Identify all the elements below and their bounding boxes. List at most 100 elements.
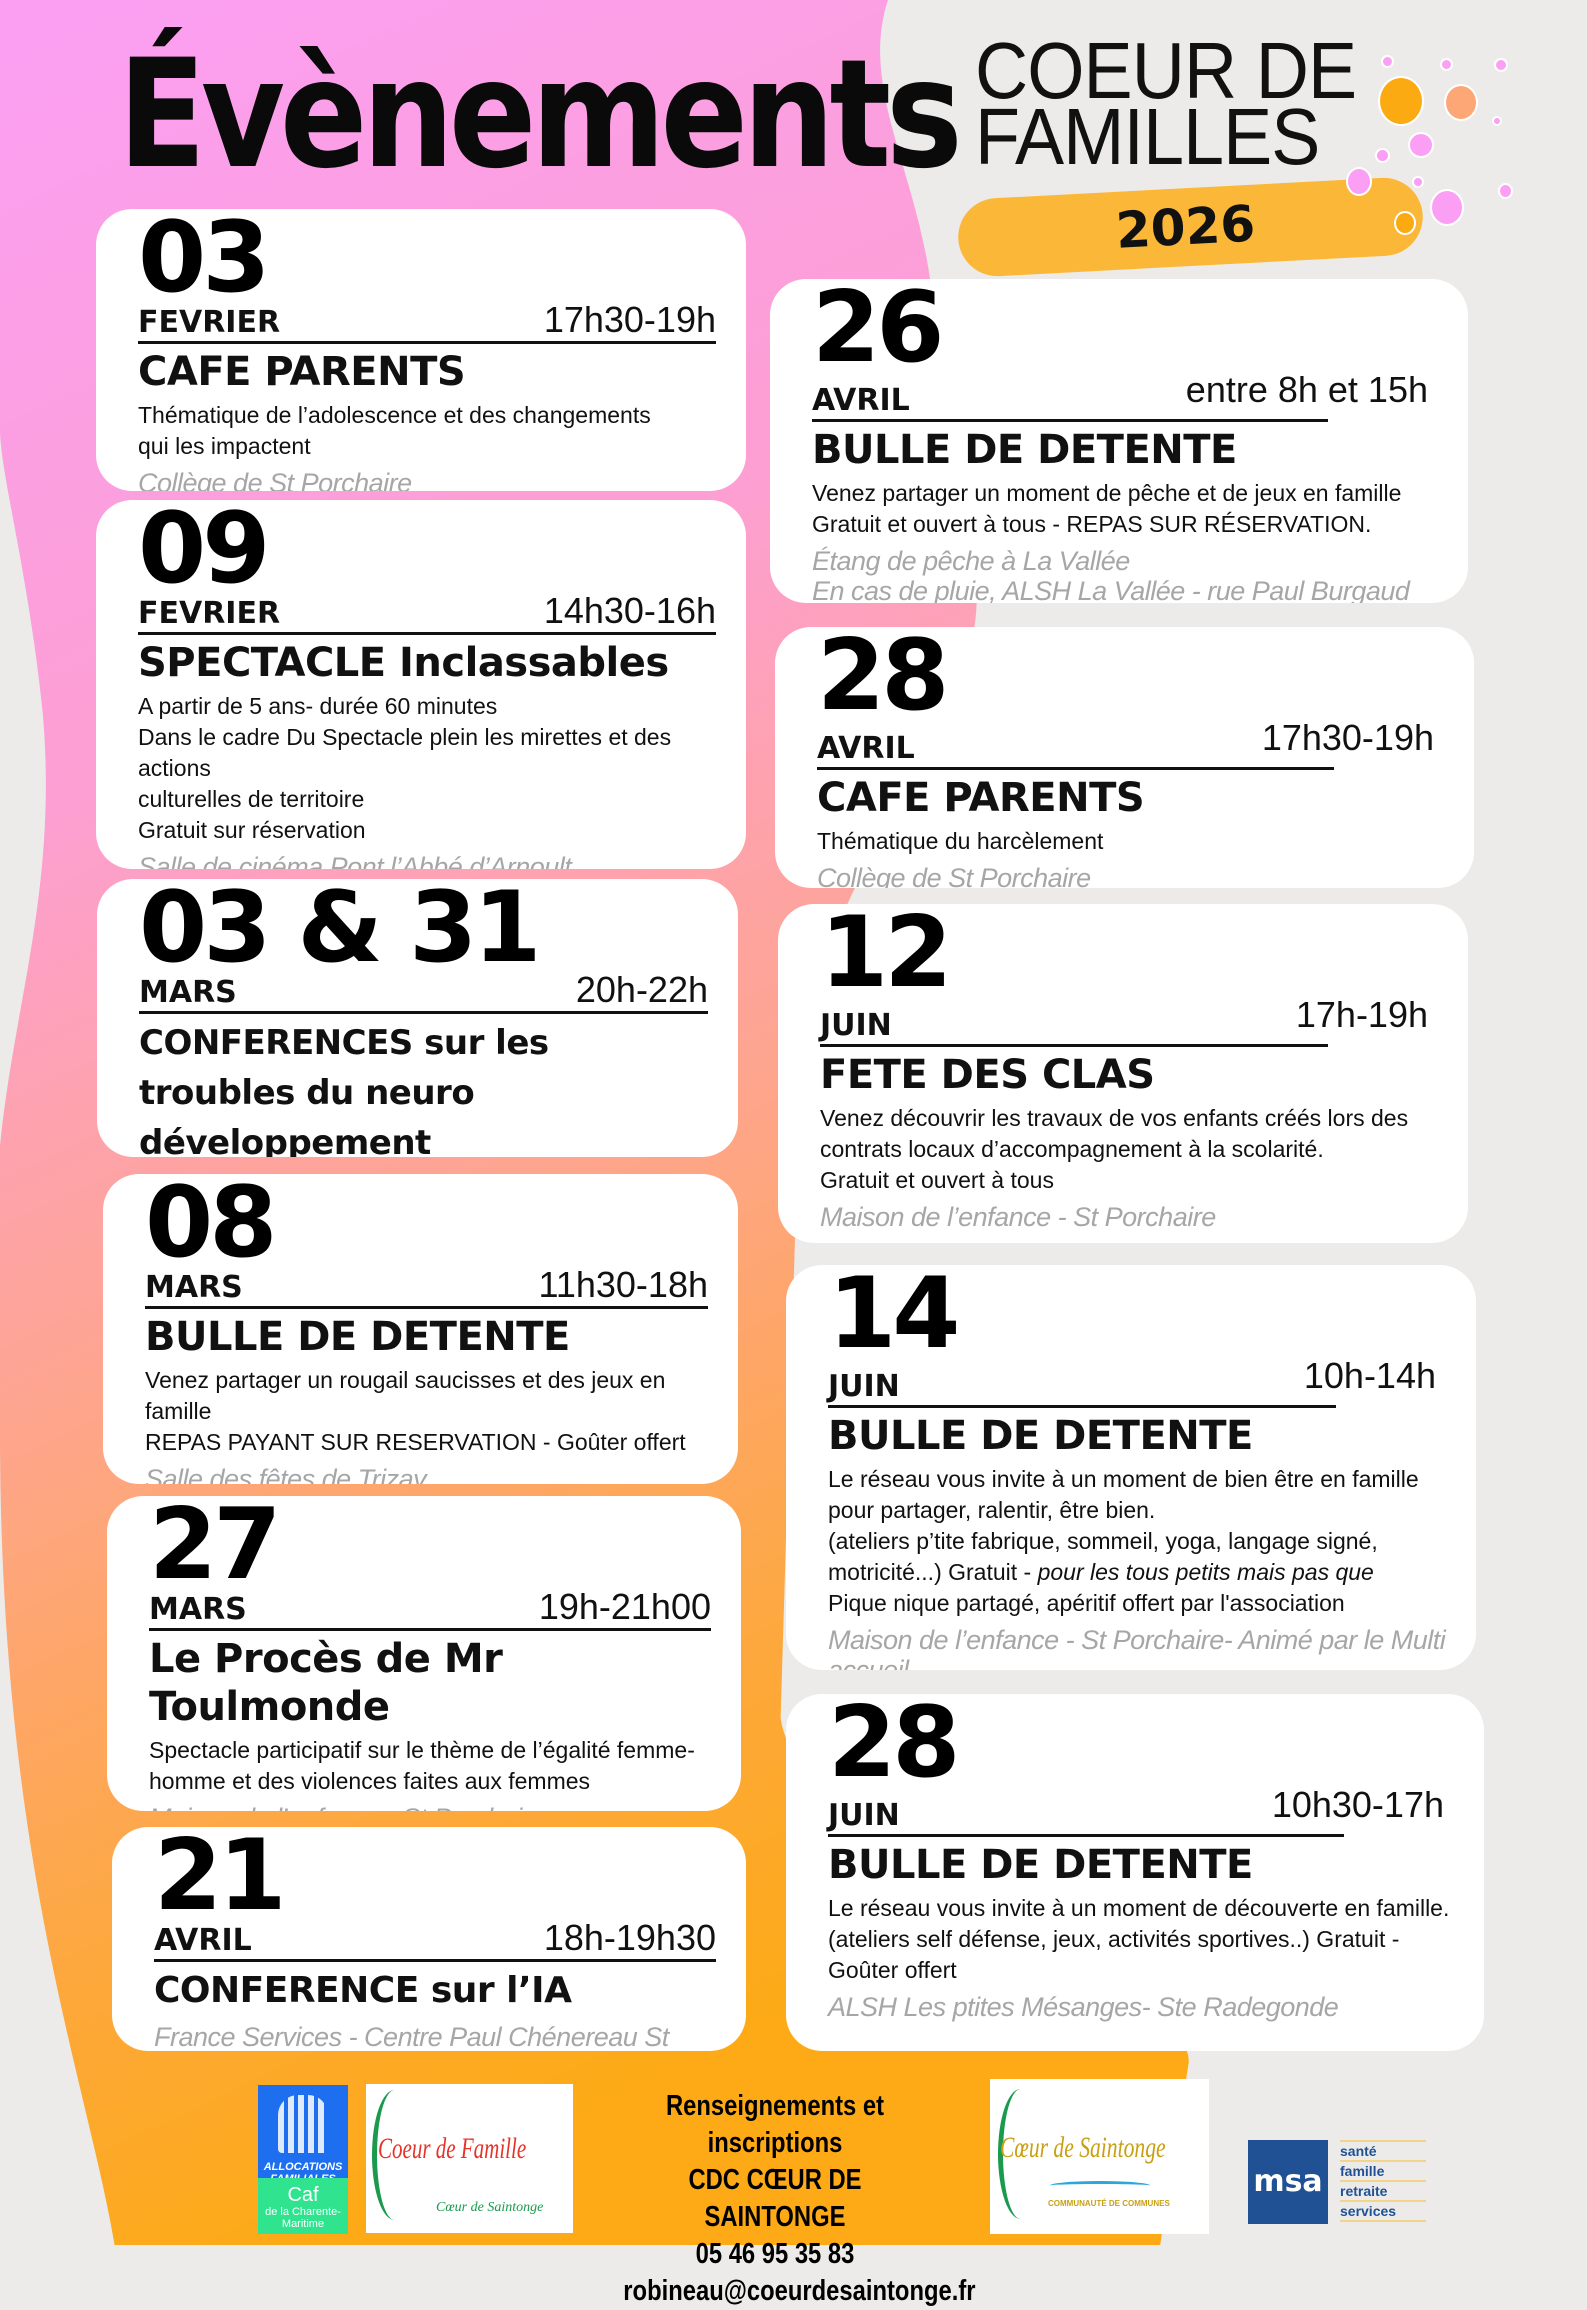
description-line: (ateliers self défense, jeux, activités … (828, 1926, 1400, 1952)
event-time: 11h30-18h (538, 1264, 709, 1305)
event-time: 10h30-17h (1271, 1784, 1444, 1825)
location-line: Étang de pêche à La Vallée (812, 546, 1130, 576)
contact-phone[interactable]: 05 46 95 35 83 (695, 2238, 855, 2270)
event-title: BULLE DE DETENTE (828, 1842, 1253, 1888)
event-location: Maison de l’enfance - St Porchaire- Anim… (828, 1625, 1446, 1670)
event-date-row: AVRIL 17h30-19h (817, 719, 1434, 770)
event-month: MARS (139, 975, 237, 1010)
event-card: 28 JUIN 10h30-17h BULLE DE DETENTE Le réseau… (786, 1694, 1484, 2051)
msa-logo: msa santé famille retraite services (1248, 2140, 1428, 2224)
event-location: Collège de St Porchaire (138, 468, 716, 491)
bubble-icon (1381, 55, 1394, 68)
description-line: culturelles de territoire (138, 786, 365, 812)
description-line: Venez découvrir les travaux de vos enfan… (820, 1105, 1409, 1131)
event-card: 26 AVRIL entre 8h et 15h BULLE DE DETENTE Ve… (770, 279, 1468, 603)
coeur-de-famille-script: Coeur de Famille (378, 2132, 527, 2165)
event-day: 12 (820, 904, 952, 1010)
bubble-icon (1492, 116, 1502, 126)
caf-line-4: de la Charente- (265, 2206, 341, 2218)
description-italic: pour les tous petits mais pas que (1037, 1559, 1374, 1585)
event-title: SPECTACLE Inclassables (138, 640, 669, 686)
event-location: Maison de l’enfance - St Porchaire (149, 1803, 711, 1811)
event-location: Salle des fêtes de Trizay (145, 1464, 708, 1484)
event-date-row: AVRIL entre 8h et 15h (812, 371, 1428, 422)
event-time: 19h-21h00 (538, 1586, 711, 1627)
event-date-row: FEVRIER 17h30-19h (138, 301, 716, 344)
caf-line-1: ALLOCATIONS (263, 2161, 343, 2173)
msa-item: services (1340, 2202, 1426, 2222)
event-date-row: FEVRIER 14h30-16h (138, 592, 716, 635)
bubble-icon (1375, 148, 1390, 163)
description-line: Le réseau vous invite à un moment de bie… (828, 1466, 1419, 1492)
event-time: 17h-19h (1295, 994, 1428, 1035)
description-line: REPAS PAYANT SUR RESERVATION - Goûter of… (145, 1429, 686, 1455)
description-line: pour partager, ralentir, être bien. (828, 1497, 1156, 1523)
event-day: 09 (138, 500, 270, 606)
description-line: Gratuit sur réservation (138, 817, 366, 843)
event-date-row: AVRIL 18h-19h30 (154, 1919, 716, 1962)
event-description: Venez partager un moment de pêche et de … (812, 478, 1438, 540)
event-card: 09 FEVRIER 14h30-16h SPECTACLE Inclassables… (96, 500, 746, 869)
event-location: Salle de cinéma Pont l’Abbé d’Arnoult (138, 852, 716, 869)
event-time: 17h30-19h (1261, 717, 1434, 758)
event-day: 27 (149, 1496, 281, 1602)
event-time: 18h-19h30 (543, 1917, 716, 1958)
event-description: Thématique du harcèlement (817, 826, 1444, 857)
bubble-icon (1430, 189, 1464, 226)
event-description: Spectacle participatif sur le thème de l… (149, 1735, 711, 1797)
event-month: FEVRIER (138, 305, 281, 340)
event-description: A partir de 5 ans- durée 60 minutes Dans … (138, 691, 716, 846)
event-month: AVRIL (817, 731, 915, 766)
event-card: 28 AVRIL 17h30-19h CAFE PARENTS Thématique d… (775, 627, 1474, 888)
description-line: qui les impactent (138, 433, 311, 459)
event-title: BULLE DE DETENTE (812, 427, 1237, 473)
event-card: 03 & 31 MARS 20h-22h CONFERENCES sur les tr… (97, 879, 738, 1157)
event-location: ALSH Les ptites Mésanges- Ste Radegonde (828, 1992, 1454, 2022)
event-date-row: JUIN 10h-14h (828, 1357, 1436, 1408)
event-month: MARS (149, 1592, 247, 1627)
event-date-row: MARS 19h-21h00 (149, 1588, 711, 1631)
event-date-row: JUIN 17h-19h (820, 996, 1428, 1047)
event-month: MARS (145, 1270, 243, 1305)
event-description: Venez partager un rougail saucisses et d… (145, 1365, 708, 1458)
event-description: Venez découvrir les travaux de vos enfan… (820, 1103, 1438, 1196)
caf-people-icon (278, 2095, 328, 2153)
location-line: Maison de l’enfance - St Porchaire (820, 1202, 1216, 1232)
event-month: AVRIL (154, 1923, 252, 1958)
event-day: 26 (812, 279, 944, 385)
event-location: Étang de pêche à La Vallée En cas de plui… (812, 546, 1438, 603)
event-card: 21 AVRIL 18h-19h30 CONFERENCE sur l’IA Franc… (112, 1827, 746, 2051)
description-line: motricité...) Gratuit - pour les tous pe… (828, 1557, 1446, 1588)
event-card: 14 JUIN 10h-14h BULLE DE DETENTE Le réseau v… (786, 1265, 1476, 1670)
event-month: JUIN (828, 1798, 900, 1833)
event-title: FETE DES CLAS (820, 1052, 1155, 1098)
caf-logo: ALLOCATIONS FAMILIALES Caf de la Charent… (258, 2085, 348, 2234)
brand-title: COEUR DE FAMILLES (975, 26, 1357, 181)
description-line: Thématique du harcèlement (817, 828, 1104, 854)
event-card: 03 FEVRIER 17h30-19h CAFE PARENTS Thématique… (96, 209, 746, 491)
description-line: Gratuit et ouvert à tous (820, 1167, 1054, 1193)
event-time: 10h-14h (1303, 1355, 1436, 1396)
description-line: Goûter offert (828, 1957, 957, 1983)
coeur-de-saintonge-logo: Cœur de Saintonge COMMUNAUTÉ DE COMMUNES (990, 2079, 1209, 2234)
event-date-row: MARS 20h-22h (139, 971, 708, 1014)
event-title: CAFE PARENTS (817, 775, 1145, 821)
event-card: 08 MARS 11h30-18h BULLE DE DETENTE Venez par… (103, 1174, 738, 1484)
brand-line-2: FAMILLES (975, 92, 1320, 181)
bubble-icon (1394, 211, 1416, 235)
msa-item: famille (1340, 2162, 1426, 2182)
description-line: contrats locaux d’accompagnement à la sc… (820, 1136, 1324, 1162)
description-line: homme et des violences faites aux femmes (149, 1768, 591, 1794)
event-card: 12 JUIN 17h-19h FETE DES CLAS Venez découvri… (778, 904, 1468, 1243)
event-day: 08 (145, 1174, 277, 1280)
coeur-de-famille-sub: Cœur de Saintonge (436, 2200, 544, 2215)
event-title: CONFERENCES sur les troubles du neuro dé… (139, 1023, 549, 1157)
event-date-row: JUIN 10h30-17h (828, 1786, 1444, 1837)
event-location: Maison de l’enfance - St Porchaire (820, 1202, 1438, 1232)
msa-item: retraite (1340, 2182, 1426, 2202)
bubble-icon (1498, 183, 1513, 199)
coeur-de-famille-logo: Coeur de Famille Cœur de Saintonge (366, 2084, 573, 2233)
event-description: Thématique de l’adolescence et des chang… (138, 400, 716, 462)
contact-email[interactable]: robineau@coeurdesaintonge.fr (623, 2275, 976, 2307)
brand-line-1: COEUR DE (975, 26, 1357, 115)
